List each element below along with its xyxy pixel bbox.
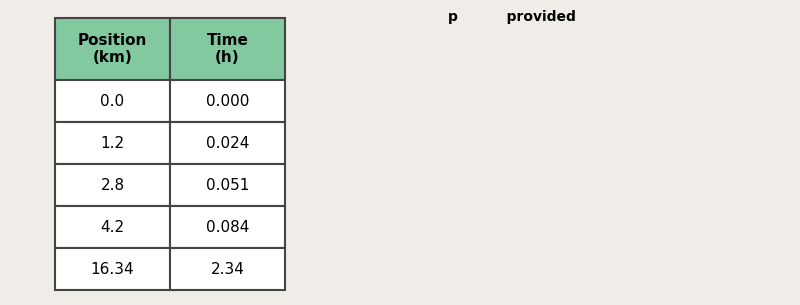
Text: 4.2: 4.2 — [101, 220, 125, 235]
Bar — [55, 248, 170, 290]
Bar — [55, 206, 170, 248]
Bar — [55, 80, 170, 122]
Bar — [170, 164, 285, 206]
Text: 0.024: 0.024 — [206, 135, 249, 150]
Text: 0.000: 0.000 — [206, 94, 249, 109]
Bar — [170, 206, 285, 248]
Text: p          provided: p provided — [448, 10, 576, 24]
Text: 16.34: 16.34 — [90, 261, 134, 277]
Bar — [170, 18, 285, 80]
Bar — [170, 122, 285, 164]
Text: Position
(km): Position (km) — [78, 33, 147, 65]
Text: Time
(h): Time (h) — [206, 33, 249, 65]
Bar — [55, 18, 170, 80]
Text: 2.34: 2.34 — [210, 261, 245, 277]
Bar — [170, 248, 285, 290]
Text: 0.0: 0.0 — [101, 94, 125, 109]
Text: 1.2: 1.2 — [101, 135, 125, 150]
Bar — [55, 164, 170, 206]
Bar — [55, 122, 170, 164]
Text: 2.8: 2.8 — [101, 178, 125, 192]
Text: 0.051: 0.051 — [206, 178, 249, 192]
Bar — [170, 80, 285, 122]
Text: 0.084: 0.084 — [206, 220, 249, 235]
